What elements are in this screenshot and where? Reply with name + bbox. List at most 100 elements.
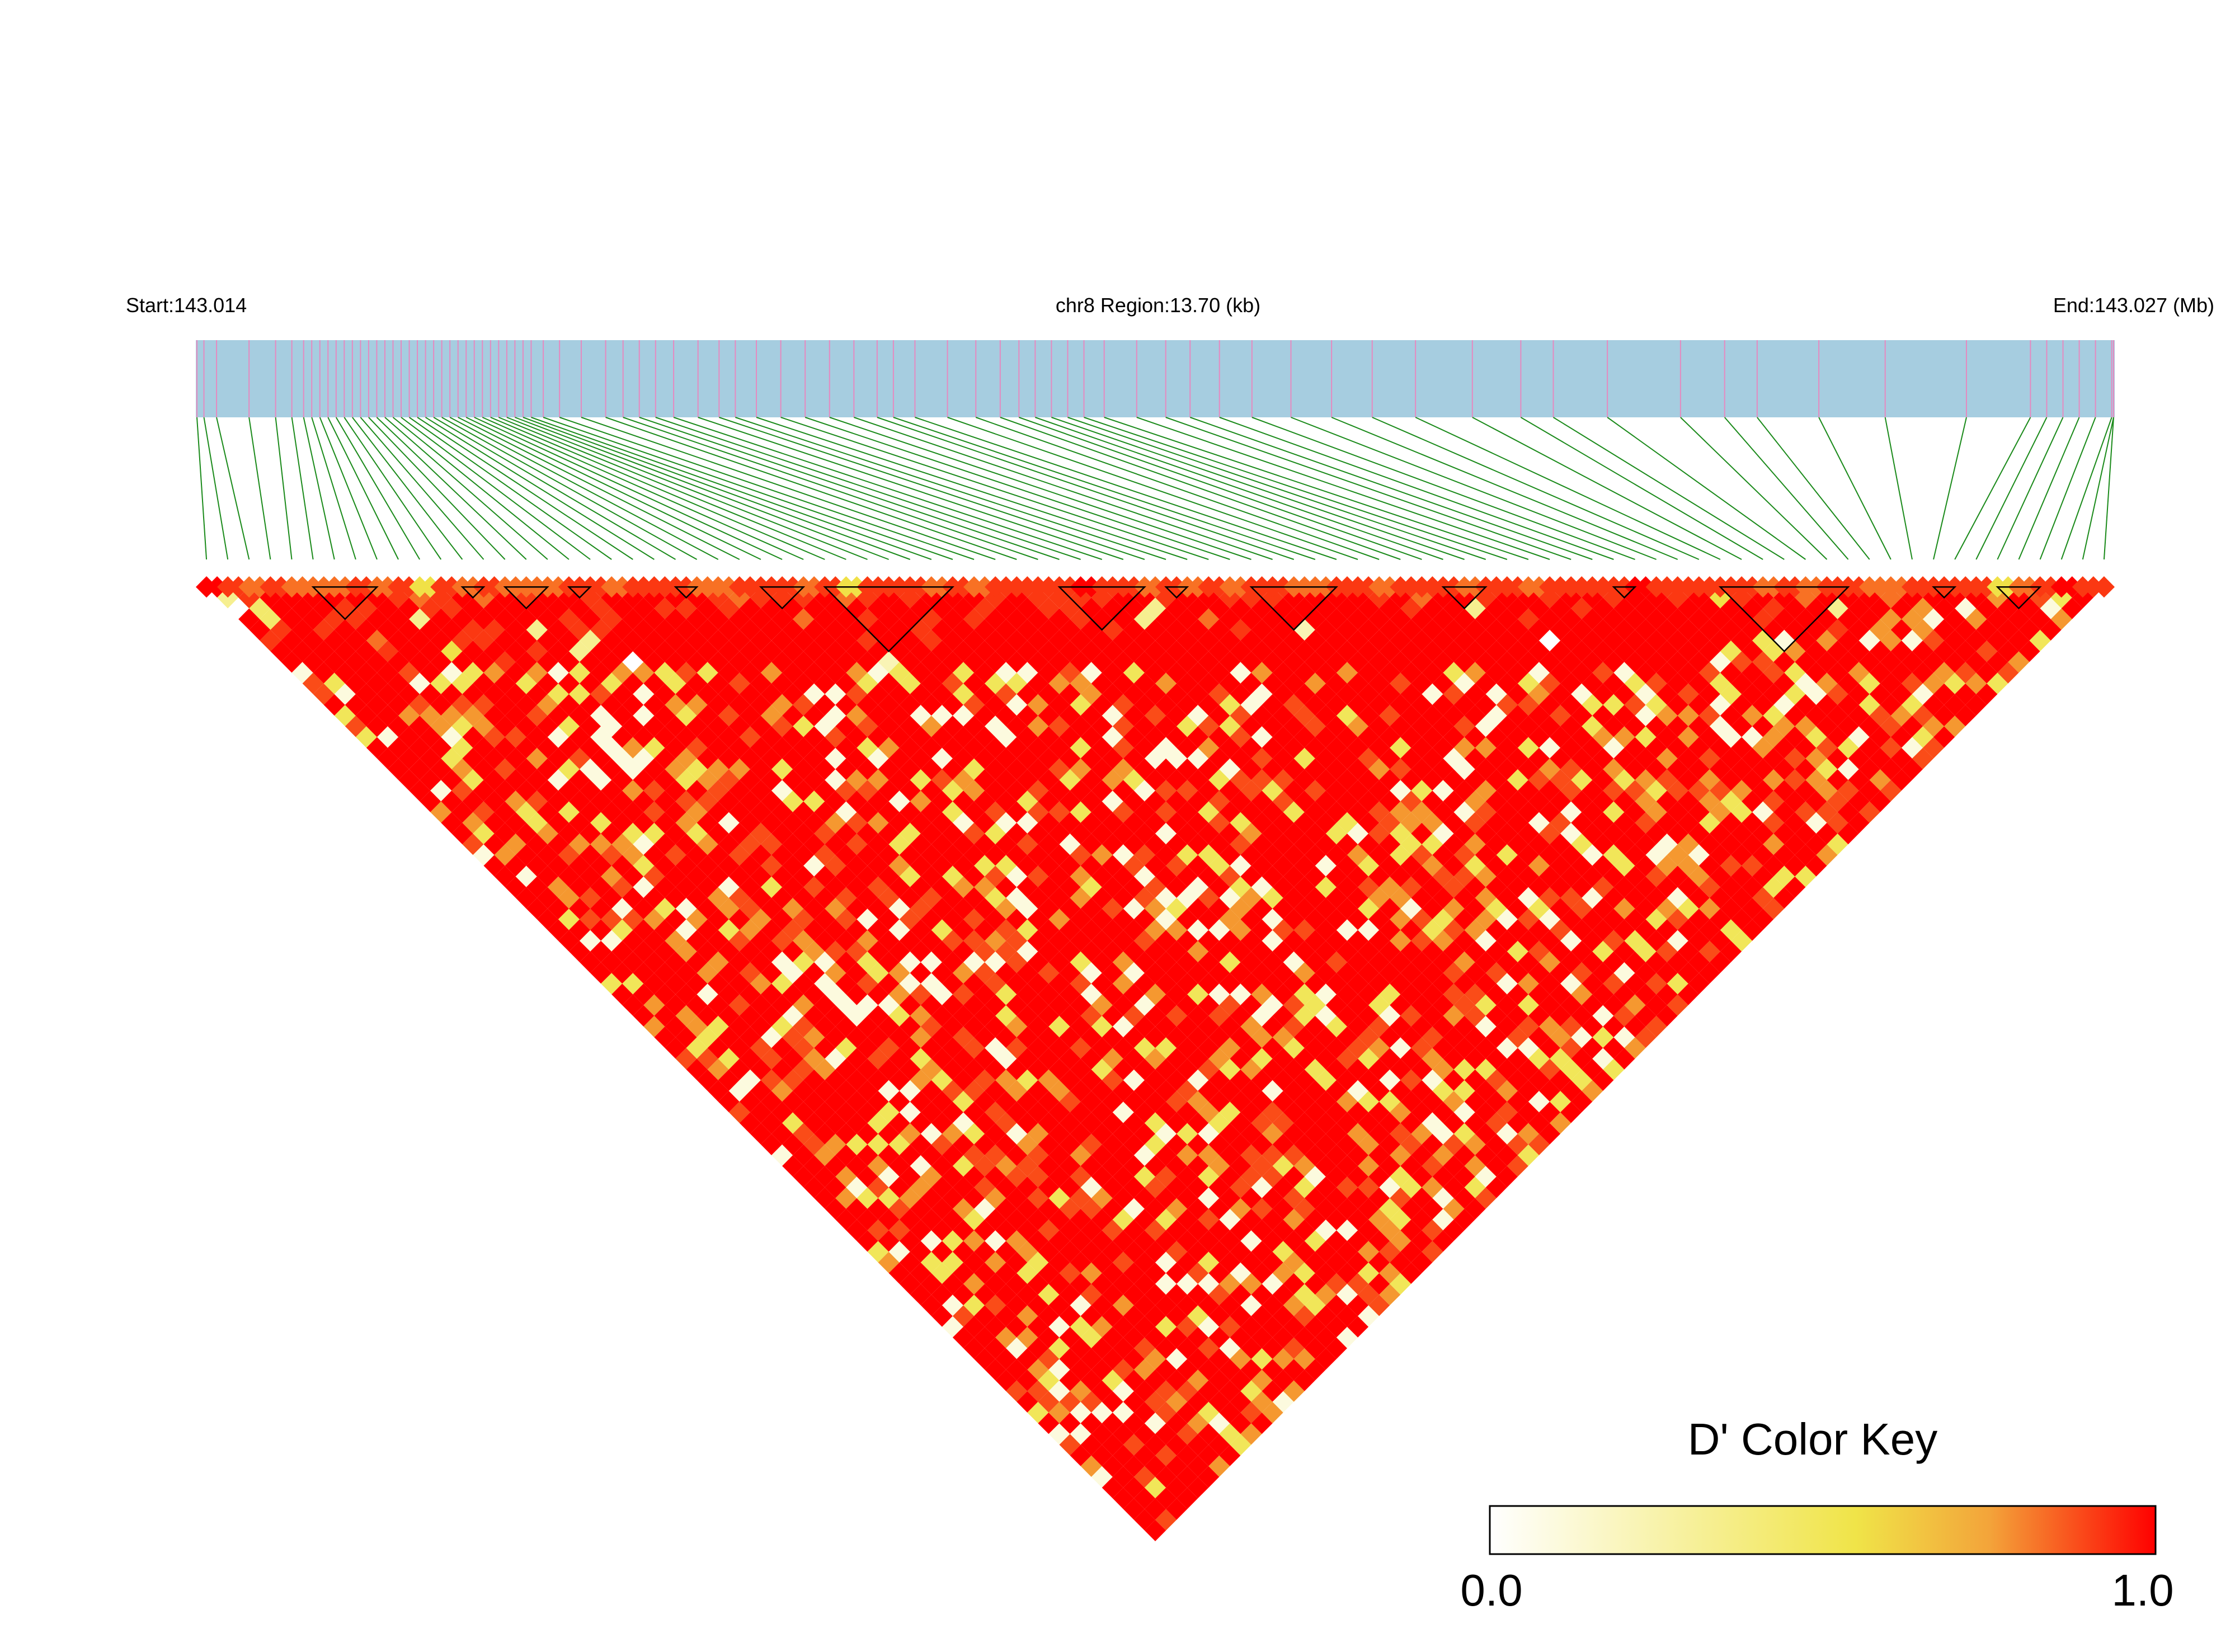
ld-cell (750, 930, 771, 952)
ld-cell (910, 1027, 931, 1048)
ld-cell (1112, 1166, 1134, 1188)
ld-cell (1795, 822, 1817, 845)
ld-cell (1582, 973, 1603, 995)
ld-cell (1262, 1230, 1283, 1252)
ld-cell (1464, 940, 1486, 962)
ld-cell (1496, 1123, 1518, 1145)
ld-cell (1325, 1316, 1347, 1338)
ld-cell (803, 962, 825, 984)
ld-cell (654, 641, 676, 662)
ld-cell (1251, 1069, 1273, 1091)
ld-cell (1091, 1015, 1113, 1038)
ld-cell (1358, 683, 1380, 705)
ld-cell (1048, 1102, 1070, 1123)
ld-cell (505, 619, 526, 641)
ld-cell (846, 898, 868, 920)
ld-cell (995, 1241, 1017, 1263)
ld-cell (1048, 1230, 1070, 1252)
ld-cell (1059, 1413, 1081, 1434)
ld-cell (1080, 683, 1102, 705)
ld-cell (899, 758, 921, 780)
ld-cell (1080, 1027, 1102, 1048)
ld-cell (1272, 1176, 1294, 1198)
ld-cell (1230, 855, 1251, 877)
ld-cell (1038, 1305, 1060, 1327)
ld-cell (1027, 1337, 1049, 1359)
ld-cell (1347, 1102, 1369, 1123)
ld-cell (1070, 694, 1091, 716)
ld-cell (1230, 597, 1251, 619)
ld-cell (1304, 887, 1326, 909)
ld-cell (1698, 726, 1720, 748)
ld-cell (1017, 683, 1038, 705)
ld-cell (1539, 1037, 1561, 1059)
ld-cell (1453, 909, 1475, 930)
ld-cell (1219, 651, 1241, 673)
ld-cell (1997, 619, 2019, 641)
ld-cell (1698, 619, 1720, 641)
ld-cell (995, 962, 1017, 984)
ld-cell (1347, 651, 1369, 673)
ld-cell (750, 973, 771, 995)
ld-cell (718, 726, 740, 748)
ld-cell (952, 662, 975, 684)
ld-cell (558, 887, 580, 909)
ld-cell (1443, 1048, 1465, 1070)
ld-cell (1869, 790, 1891, 812)
ld-cell (665, 716, 686, 737)
ld-cell (1198, 629, 1220, 652)
ld-cell (1517, 951, 1539, 973)
ld-cell (1240, 994, 1262, 1016)
ld-cell (697, 1048, 718, 1070)
ld-cell (1272, 790, 1294, 812)
ld-cell (707, 651, 729, 673)
ld-cell (867, 898, 889, 920)
ld-cell (1720, 834, 1742, 855)
ld-cell (1752, 822, 1774, 845)
ld-cell (697, 855, 718, 877)
ld-cell (686, 801, 708, 823)
ld-cell (1059, 662, 1081, 684)
ld-cell (590, 834, 612, 855)
ld-cell (1283, 1080, 1305, 1102)
ld-cell (1358, 1027, 1380, 1048)
ld-cell (1400, 726, 1422, 748)
ld-cell (793, 844, 815, 866)
ld-cell (1166, 919, 1188, 941)
ld-cell (825, 1133, 846, 1155)
ld-cell (1251, 919, 1273, 941)
ld-cell (1901, 694, 1923, 716)
ld-cell (1123, 1198, 1145, 1220)
ld-cell (1070, 1316, 1091, 1338)
ld-cell (643, 930, 665, 952)
ld-cell (1198, 1015, 1220, 1038)
ld-cell (643, 672, 665, 694)
ld-cell (1272, 1112, 1294, 1134)
ld-cell (1240, 1251, 1262, 1273)
ld-cell (1070, 930, 1091, 952)
ld-cell (580, 887, 601, 909)
ld-cell (633, 619, 655, 641)
ld-cell (1166, 641, 1188, 662)
ld-cell (1453, 844, 1475, 866)
ld-cell (1230, 983, 1251, 1005)
ld-cell (1208, 812, 1230, 834)
ld-cell (1379, 1112, 1401, 1134)
ld-cell (963, 994, 985, 1016)
ld-cell (665, 608, 686, 630)
ld-cell (985, 1187, 1006, 1209)
ld-cell (888, 641, 910, 662)
ld-cell (1453, 887, 1475, 909)
ld-cell (1475, 1080, 1497, 1102)
ld-cell (1027, 737, 1049, 759)
ld-cell (483, 790, 505, 812)
ld-cell (1048, 694, 1070, 716)
ld-cell (1112, 973, 1134, 995)
ld-cell (1230, 1391, 1251, 1413)
ld-cell (707, 973, 729, 995)
ld-cell (1006, 1337, 1028, 1359)
ld-cell (1496, 994, 1518, 1016)
ld-cell (1144, 1326, 1166, 1348)
ld-cell (878, 844, 900, 866)
ld-cell (1123, 1241, 1145, 1263)
